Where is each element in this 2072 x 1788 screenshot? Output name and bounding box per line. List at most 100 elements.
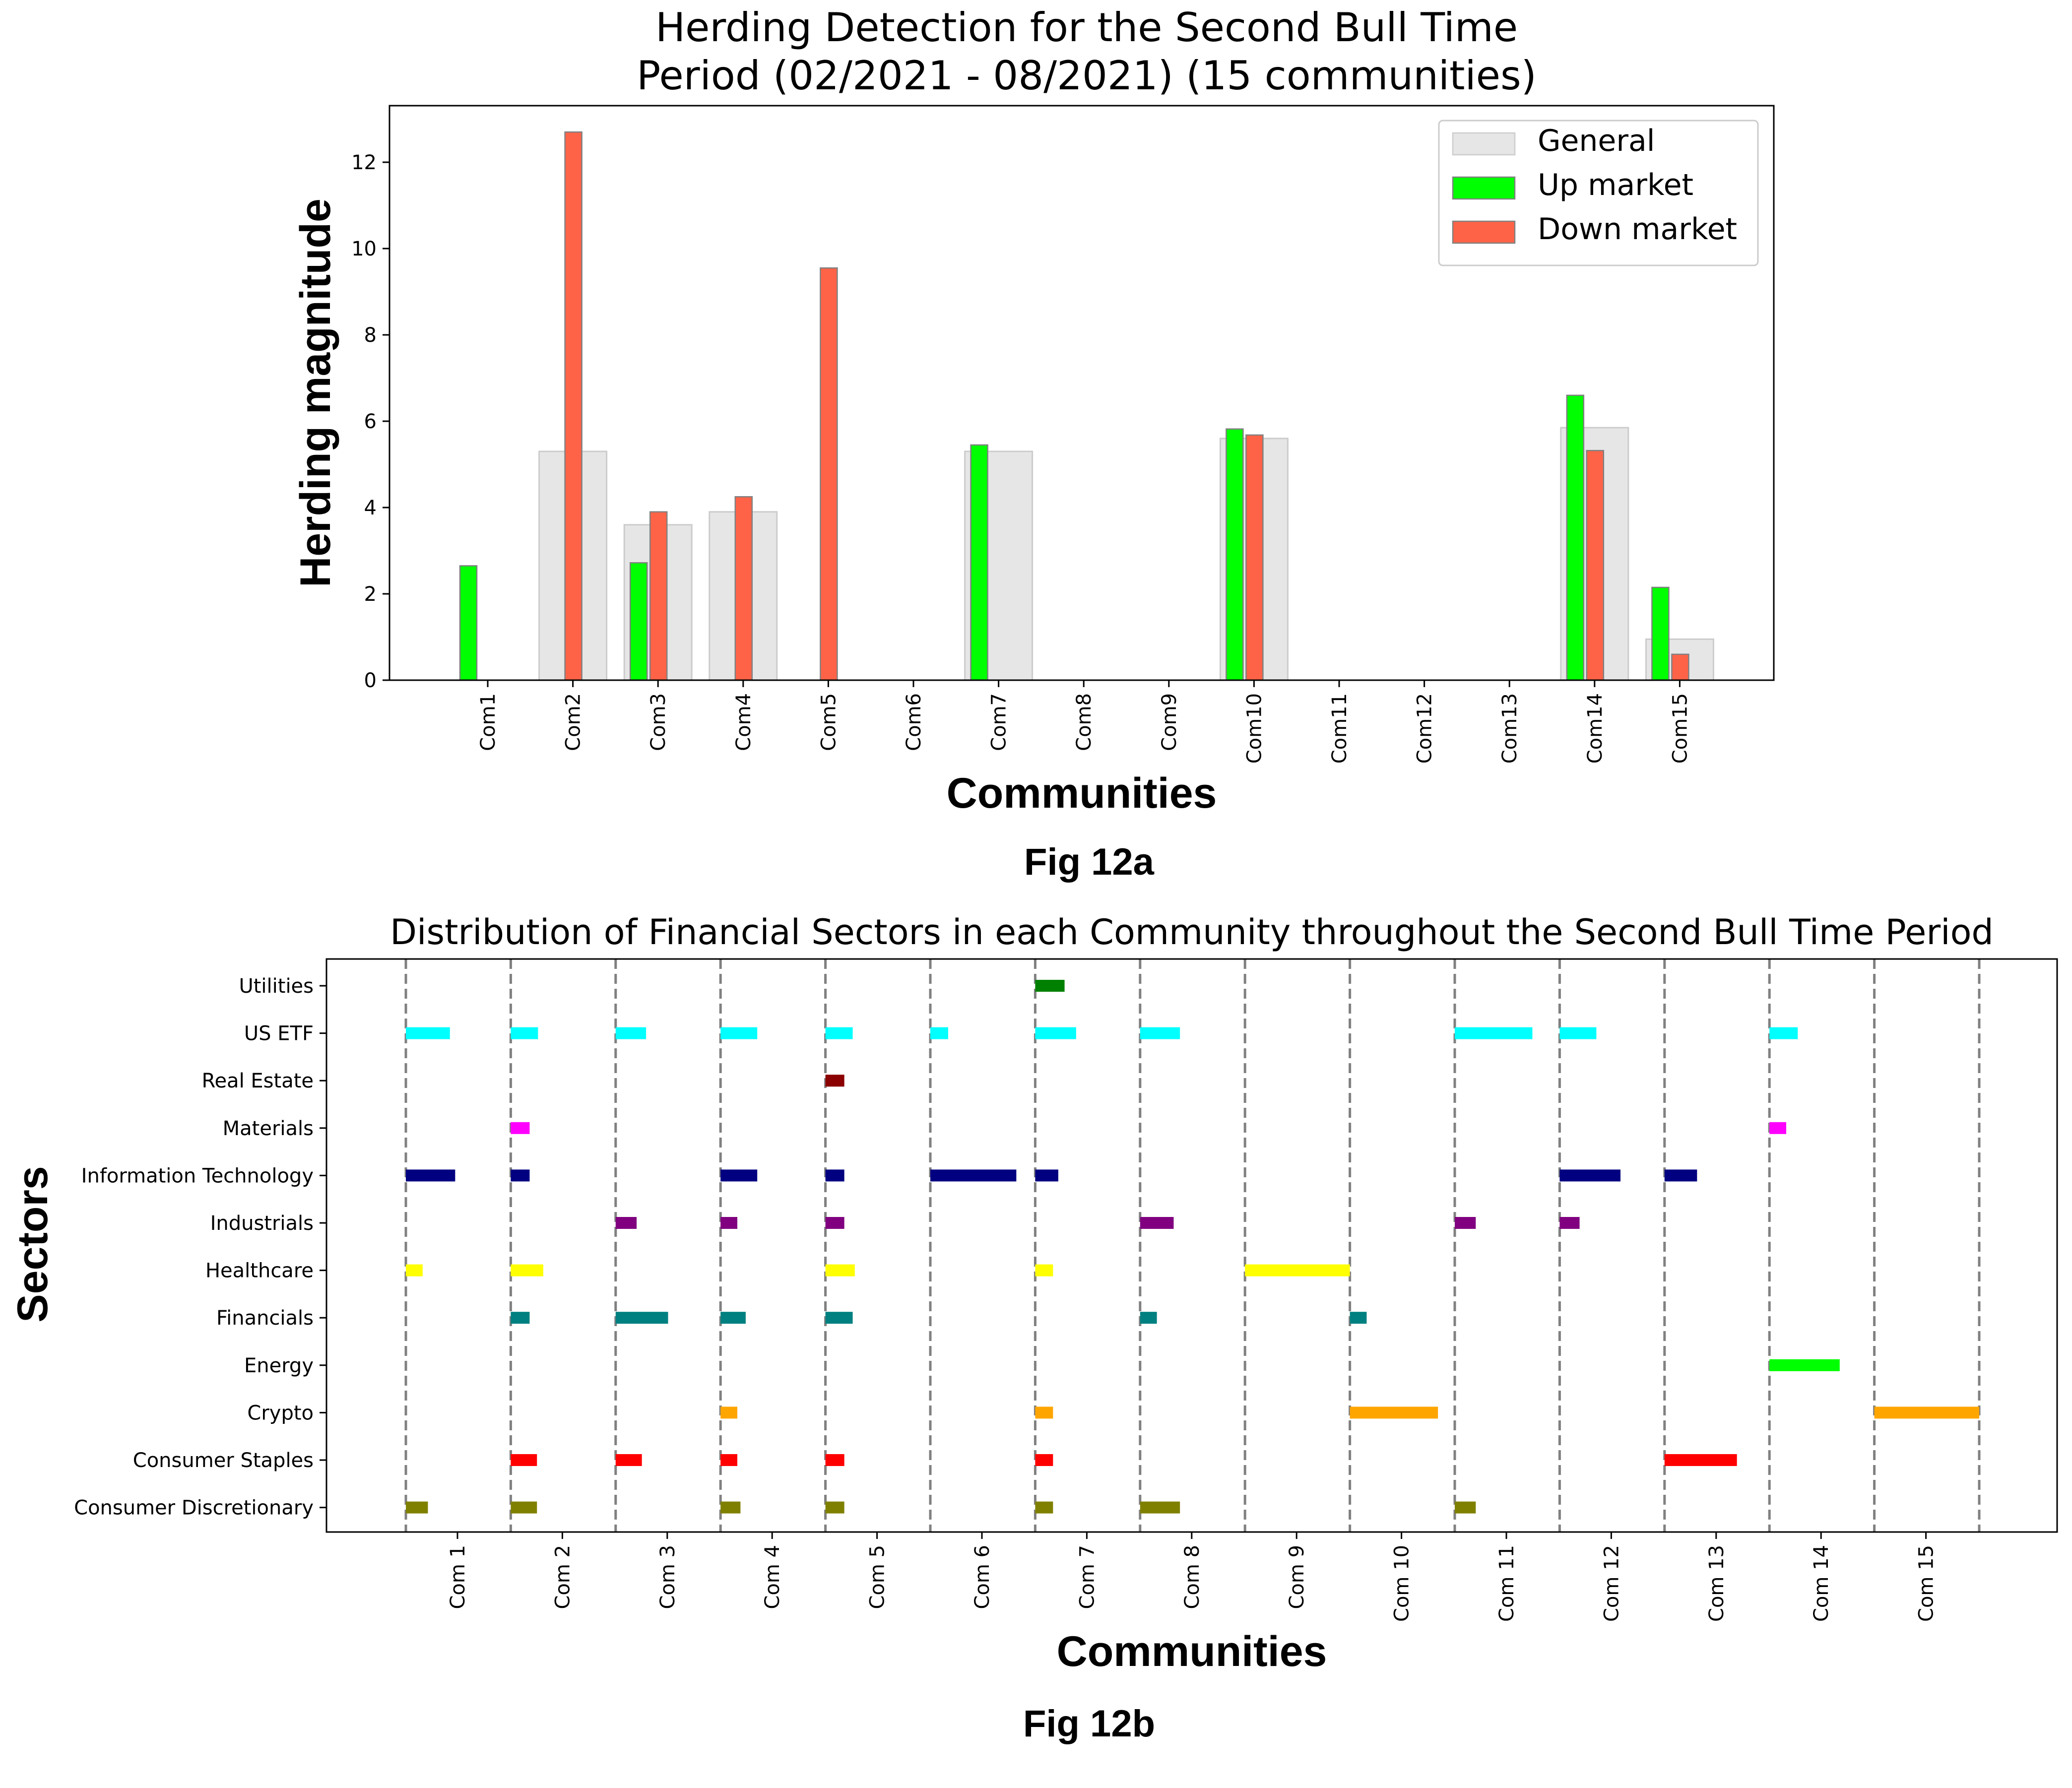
- sector-label: Crypto: [247, 1402, 314, 1424]
- sector-bar: [511, 1312, 530, 1324]
- sector-bar: [615, 1027, 647, 1039]
- sector-bar: [1035, 1264, 1053, 1277]
- sector-bar: [1455, 1217, 1476, 1229]
- x-tick-label: Com7: [988, 693, 1011, 751]
- x-tick-label: Com 1: [447, 1545, 469, 1609]
- chart-12b-x-ticks: Com 1 Com 2 Com 3 Com 4 Com 5 Com 6 Com 7 Com 8…: [447, 1532, 1938, 1622]
- x-tick-label: Com 3: [656, 1545, 679, 1609]
- x-tick-label: Com4: [732, 693, 755, 751]
- sector-bar: [1769, 1122, 1787, 1134]
- chart-12a-bars: [459, 131, 1714, 681]
- chart-12a-title-line1: Herding Detection for the Second Bull Ti…: [655, 4, 1518, 51]
- sector-bar: [720, 1027, 758, 1039]
- legend-label: Down market: [1538, 212, 1737, 247]
- sector-bar: [615, 1217, 637, 1229]
- sector-bar: [1035, 1454, 1053, 1466]
- sector-bar: [720, 1312, 746, 1324]
- legend-swatch: [1452, 220, 1516, 244]
- x-tick-label: Com14: [1584, 693, 1607, 764]
- up-market-bar: [459, 565, 478, 681]
- chart-12b-title: Distribution of Financial Sectors in eac…: [390, 912, 1994, 953]
- chart-12a-x-axis-label: Communities: [947, 769, 1217, 817]
- sector-bar: [406, 1264, 423, 1277]
- sector-bar: [511, 1501, 537, 1514]
- sector-bar: [1140, 1501, 1180, 1514]
- legend-box: [1438, 120, 1759, 266]
- chart-12a-caption: Fig 12a: [1024, 841, 1155, 883]
- chart-12b-y-ticks: Utilities US ETF Real Estate Materials Infor…: [74, 975, 326, 1520]
- chart-12b-caption: Fig 12b: [1023, 1703, 1155, 1745]
- sector-bar: [1035, 1169, 1058, 1182]
- sector-bar: [720, 1169, 758, 1182]
- sector-bar: [1140, 1217, 1174, 1229]
- sector-bar: [1874, 1406, 1979, 1419]
- sector-bar: [1245, 1264, 1350, 1277]
- y-tick-label: 12: [351, 151, 377, 174]
- sector-bar: [511, 1264, 543, 1277]
- up-market-bar: [1226, 428, 1244, 681]
- chart-12a-y-axis-label: Herding magnitude: [292, 198, 339, 587]
- x-tick-label: Com1: [477, 693, 500, 751]
- sector-bar: [1035, 980, 1065, 992]
- sector-bar: [825, 1312, 853, 1324]
- legend-swatch: [1452, 132, 1516, 156]
- sector-bar: [720, 1217, 738, 1229]
- sector-bar: [825, 1075, 844, 1087]
- sector-bar: [1455, 1027, 1533, 1039]
- chart-12a-title-line2: Period (02/2021 - 08/2021) (15 communiti…: [637, 53, 1537, 99]
- sector-label: Information Technology: [81, 1164, 314, 1187]
- y-tick-label: 4: [364, 497, 377, 519]
- sector-bar: [1769, 1359, 1840, 1371]
- sector-bar: [825, 1454, 844, 1466]
- up-market-bar: [1651, 586, 1670, 681]
- chart-12a-x-ticks: Com1 Com2 Com3 Com4 Com5 Com6 Com7 Com8 Com9 Com1…: [477, 680, 1691, 764]
- y-tick-label: 0: [364, 669, 377, 692]
- y-tick-label: 10: [351, 238, 377, 260]
- sector-bar: [406, 1169, 455, 1182]
- sector-bar: [930, 1027, 948, 1039]
- sector-bar: [1035, 1406, 1053, 1419]
- sector-label: Real Estate: [201, 1070, 314, 1092]
- sector-bar: [511, 1027, 538, 1039]
- sector-bar: [720, 1406, 738, 1419]
- sector-bar: [406, 1027, 450, 1039]
- sector-bar: [1350, 1406, 1438, 1419]
- sector-label: Materials: [223, 1117, 314, 1140]
- legend-label: General: [1538, 124, 1655, 158]
- sector-bar: [1559, 1027, 1597, 1039]
- sector-label: Consumer Staples: [133, 1449, 314, 1472]
- chart-12b-y-axis-label: Sectors: [9, 1166, 57, 1323]
- x-tick-label: Com 14: [1810, 1545, 1833, 1622]
- x-tick-label: Com 5: [866, 1545, 889, 1609]
- sector-label: Healthcare: [205, 1260, 314, 1282]
- x-tick-label: Com 2: [551, 1545, 574, 1609]
- sector-bar: [1035, 1027, 1076, 1039]
- x-tick-label: Com6: [903, 693, 925, 751]
- up-market-bar: [970, 444, 988, 681]
- y-tick-label: 6: [364, 410, 377, 433]
- chart-12b-x-axis-label: Communities: [1057, 1628, 1327, 1675]
- sector-bar: [930, 1169, 1017, 1182]
- x-tick-label: Com 11: [1495, 1545, 1518, 1622]
- sector-bar: [1559, 1169, 1621, 1182]
- sector-bar: [1559, 1217, 1580, 1229]
- chart-12a: Herding Detection for the Second Bull Ti…: [292, 4, 1775, 883]
- x-tick-label: Com13: [1498, 693, 1521, 764]
- x-tick-label: Com 8: [1181, 1545, 1204, 1609]
- x-tick-label: Com8: [1073, 693, 1096, 751]
- up-market-bar: [629, 562, 648, 681]
- sector-bar: [406, 1501, 428, 1514]
- sector-bar: [825, 1027, 853, 1039]
- chart-12a-plot-frame: [388, 105, 1775, 681]
- sector-bar: [825, 1217, 844, 1229]
- sector-bar: [1664, 1169, 1697, 1182]
- sector-bar: [1664, 1454, 1737, 1466]
- down-market-bar: [1671, 653, 1689, 681]
- sector-bar: [825, 1264, 855, 1277]
- chart-12b-separators: [404, 959, 1981, 1532]
- sector-bar: [511, 1169, 530, 1182]
- legend-swatch: [1452, 176, 1516, 200]
- sector-bar: [1769, 1027, 1798, 1039]
- x-tick-label: Com 10: [1391, 1545, 1414, 1622]
